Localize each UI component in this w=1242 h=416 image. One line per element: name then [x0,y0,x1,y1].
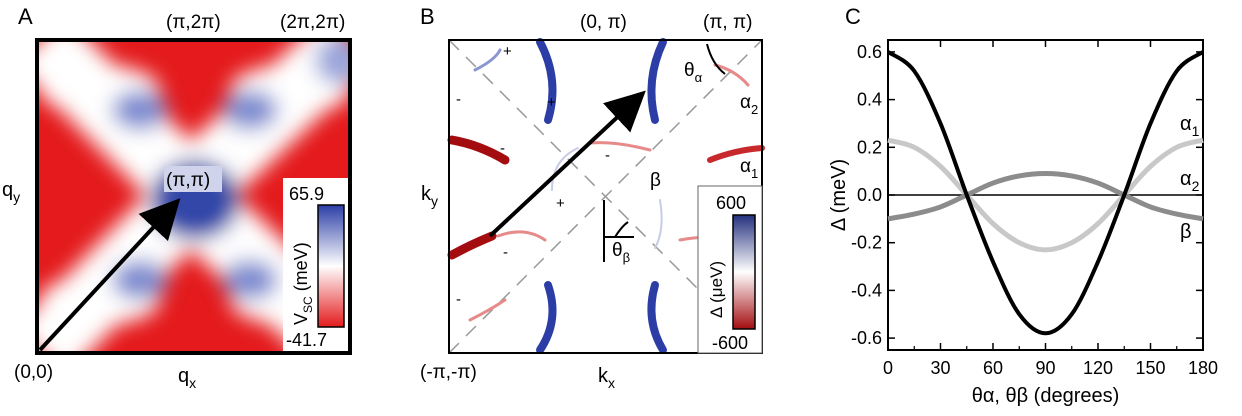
y-axis-label: Δ (meV) [828,159,850,231]
panel-b-sign: - [500,140,505,157]
panel-a-xlabel: qx [178,365,196,391]
panel-b-cbar-min: -600 [712,333,748,353]
y-tick-label: 0.6 [857,42,882,62]
panel-b-fermi-surface [447,38,765,354]
panel-a-corner-origin: (0,0) [14,362,53,383]
y-tick-label: -0.2 [851,233,882,253]
y-tick-label: 0.4 [857,90,882,110]
panel-c-chart: 0 30 60 90 120 150 180 0.6 0.4 0.2 0.0 -0.2 -0.4 -0.6… [828,39,1218,407]
y-tick-label: 0.0 [857,185,882,205]
series-line-alpha1 [886,50,1205,336]
panel-a-cbar-max: 65.9 [289,184,324,204]
x-tick-label: 150 [1135,358,1165,378]
panel-b-theta-beta: θβ [612,240,630,265]
panel-b-alpha2-label: α2 [740,92,758,117]
panel-c-letter: C [845,4,861,29]
panel-a-center-label: (π,π) [166,170,210,191]
panel-b-ylabel: ky [421,183,438,209]
x-tick-label: 0 [883,358,893,378]
panel-b-sign: + [556,195,565,212]
panel-b-corner-top: (0, π) [580,12,627,33]
panel-b-cbar-max: 600 [716,193,746,213]
series-label: α1 [1180,113,1200,139]
panel-b-sign: - [456,91,461,108]
x-axis-label: θα, θβ (degrees) [972,385,1120,407]
panel-b-alpha1-label: α1 [740,156,758,181]
panel-c: C 0 30 60 90 120 150 180 0.6 0.4 0.2 0.0 -0.2 -0.4 -0… [828,4,1218,407]
panel-b: B θα [420,4,765,391]
panel-a-ylabel: qy [2,179,20,205]
y-tick-label: -0.6 [851,328,882,348]
x-tick-label: 90 [1035,358,1055,378]
panel-b-sign: - [456,291,461,308]
panel-b-theta-alpha-arc [706,43,726,75]
series-line-beta [887,171,1204,222]
series-label: β [1180,221,1192,243]
panel-b-beta-label: β [650,170,661,191]
panel-a-corner-top: (π,2π) [166,12,221,33]
x-tick-label: 120 [1083,358,1113,378]
panel-a-center-label-bg [164,166,222,192]
panel-b-sign: + [547,94,556,111]
series-line-alpha2 [887,137,1204,253]
panel-b-arrow [488,90,646,238]
panel-b-cbar-label: Δ (μeV) [707,261,726,318]
panel-b-sign: + [503,43,512,60]
panel-b-corner-origin: (-π,-π) [420,362,477,383]
panel-a-arrow [38,198,181,352]
y-tick-label: 0.2 [857,137,882,157]
panel-b-colorbar [732,214,756,330]
panel-b-sign: - [503,244,508,261]
series-label: α2 [1180,168,1200,194]
x-tick-label: 30 [930,358,950,378]
panel-b-signs: + - + - - + - - [456,43,610,308]
panel-b-xlabel: kx [598,365,615,391]
panel-b-theta-alpha: θα [684,60,703,85]
panel-a-letter: A [18,4,33,29]
panel-a-colorbar [317,204,345,328]
panel-a-cbar-label: VSC (meV) [291,242,315,325]
panel-b-corner-topright: (π, π) [703,12,752,33]
panel-b-letter: B [420,4,435,29]
panel-a: A 65.9 -41.7 V [2,4,352,391]
x-tick-label: 60 [983,358,1003,378]
panel-a-cbar-min: -41.7 [286,330,327,350]
x-tick-label: 180 [1188,358,1218,378]
panel-a-corner-topright: (2π,2π) [280,12,345,33]
panel-b-sign: - [605,147,610,164]
panel-b-theta-beta-arc [614,221,629,238]
panel-a-frame [35,38,352,355]
y-tick-label: -0.4 [851,280,882,300]
